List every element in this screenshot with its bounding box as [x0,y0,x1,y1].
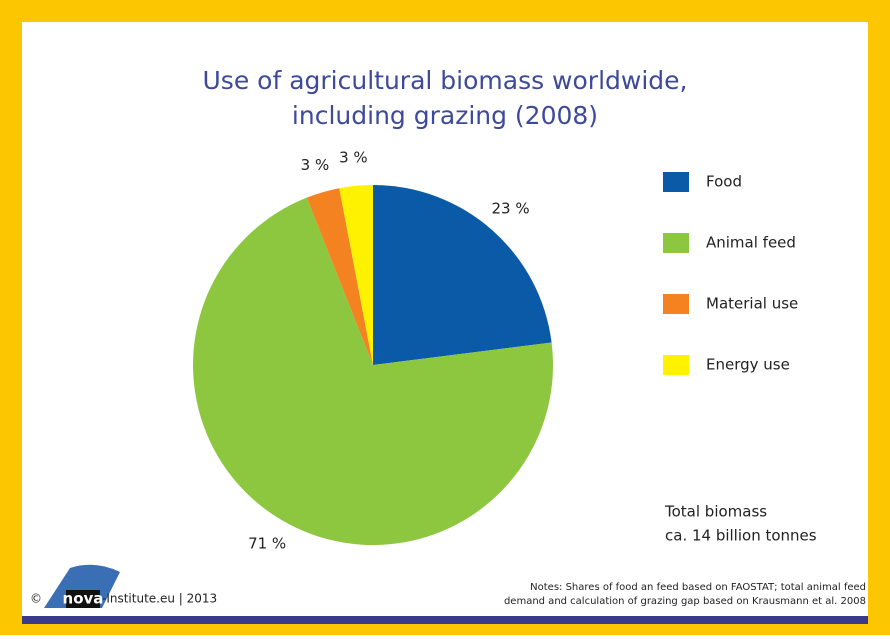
legend-label: Food [706,173,742,191]
legend-swatch [663,355,689,375]
logo: nova [63,590,104,608]
chart-title: including grazing (2008) [292,101,598,130]
legend-swatch [663,233,689,253]
legend-label: Energy use [706,356,790,374]
pie-slice [306,188,373,365]
data-label: 71 % [248,535,286,553]
credit: -Institute.eu | 2013 [102,592,217,606]
data-label: 3 % [339,148,368,166]
note: Notes: Shares of food an feed based on F… [530,582,866,593]
data-label: 3 % [301,156,330,174]
logo-box [66,590,100,608]
copyright: © [30,592,42,606]
bottom-bar [22,616,868,624]
legend-label: Animal feed [706,234,796,252]
legend-swatch [663,172,689,192]
legend-label: Material use [706,295,798,313]
pie-slice [192,197,553,545]
pie-slice [373,185,552,365]
annotation: ca. 14 billion tonnes [665,527,817,545]
chart-title: Use of agricultural biomass worldwide, [203,66,688,95]
pie-slice [339,185,373,365]
annotation: Total biomass [664,503,767,521]
logo-shape [44,564,120,608]
data-label: 23 % [491,199,529,217]
note: demand and calculation of grazing gap ba… [504,596,866,607]
legend-swatch [663,294,689,314]
